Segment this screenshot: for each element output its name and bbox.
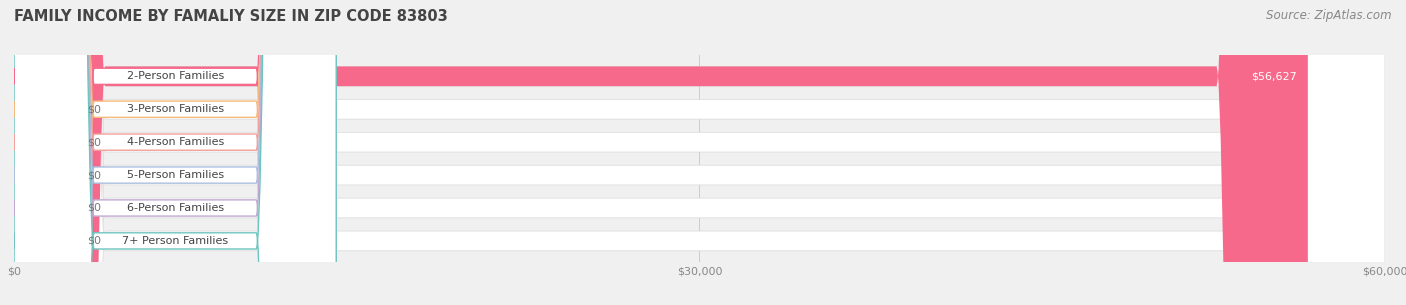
Text: 6-Person Families: 6-Person Families: [127, 203, 224, 213]
Text: $0: $0: [87, 170, 101, 180]
Text: $0: $0: [87, 203, 101, 213]
Text: 3-Person Families: 3-Person Families: [127, 104, 224, 114]
FancyBboxPatch shape: [14, 0, 1385, 305]
Text: 2-Person Families: 2-Person Families: [127, 71, 224, 81]
FancyBboxPatch shape: [14, 0, 336, 305]
FancyBboxPatch shape: [14, 0, 1385, 305]
Text: $0: $0: [87, 137, 101, 147]
Text: 7+ Person Families: 7+ Person Families: [122, 236, 228, 246]
Text: 4-Person Families: 4-Person Families: [127, 137, 224, 147]
FancyBboxPatch shape: [14, 0, 1385, 305]
FancyBboxPatch shape: [14, 0, 69, 305]
Text: Source: ZipAtlas.com: Source: ZipAtlas.com: [1267, 9, 1392, 22]
FancyBboxPatch shape: [14, 0, 69, 305]
FancyBboxPatch shape: [14, 0, 336, 305]
FancyBboxPatch shape: [14, 0, 1385, 305]
Text: 5-Person Families: 5-Person Families: [127, 170, 224, 180]
Text: $0: $0: [87, 104, 101, 114]
FancyBboxPatch shape: [14, 0, 1308, 305]
FancyBboxPatch shape: [14, 0, 1385, 305]
Text: $0: $0: [87, 236, 101, 246]
Text: FAMILY INCOME BY FAMALIY SIZE IN ZIP CODE 83803: FAMILY INCOME BY FAMALIY SIZE IN ZIP COD…: [14, 9, 447, 24]
FancyBboxPatch shape: [14, 0, 69, 305]
FancyBboxPatch shape: [14, 0, 336, 305]
FancyBboxPatch shape: [14, 0, 69, 305]
FancyBboxPatch shape: [14, 0, 336, 305]
FancyBboxPatch shape: [14, 0, 336, 305]
FancyBboxPatch shape: [14, 0, 69, 305]
FancyBboxPatch shape: [14, 0, 1385, 305]
Text: $56,627: $56,627: [1251, 71, 1296, 81]
FancyBboxPatch shape: [14, 0, 336, 305]
